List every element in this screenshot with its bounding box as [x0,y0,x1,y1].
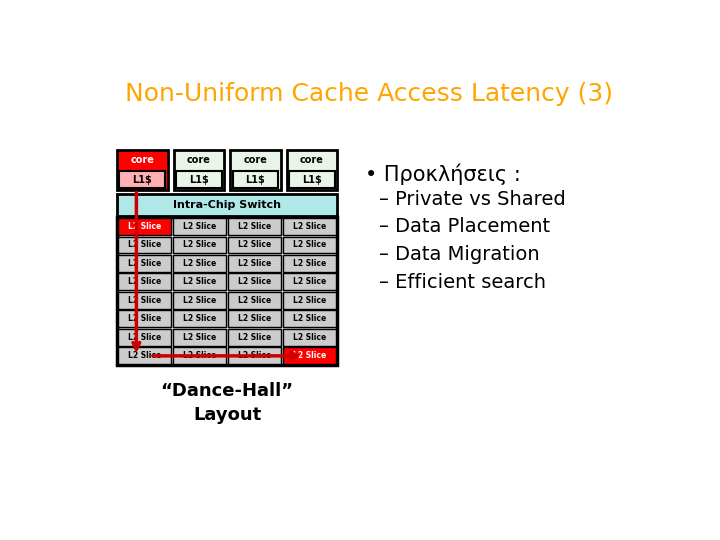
FancyBboxPatch shape [173,218,226,235]
Text: – Data Migration: – Data Migration [379,245,540,264]
FancyBboxPatch shape [283,273,336,291]
Text: L2 Slice: L2 Slice [183,333,216,342]
FancyBboxPatch shape [118,292,171,309]
Text: L2 Slice: L2 Slice [293,296,326,305]
FancyBboxPatch shape [228,255,282,272]
Text: L1$: L1$ [302,174,322,185]
Text: L2 Slice: L2 Slice [238,278,271,286]
FancyBboxPatch shape [283,237,336,253]
Text: L2 Slice: L2 Slice [293,278,326,286]
Text: L2 Slice: L2 Slice [293,240,326,249]
FancyBboxPatch shape [173,255,226,272]
FancyBboxPatch shape [118,273,171,291]
FancyBboxPatch shape [117,150,168,190]
Text: L2 Slice: L2 Slice [238,296,271,305]
FancyBboxPatch shape [228,292,282,309]
Text: L2 Slice: L2 Slice [183,314,216,323]
FancyBboxPatch shape [283,218,336,235]
FancyBboxPatch shape [228,329,282,346]
FancyBboxPatch shape [173,329,226,346]
FancyBboxPatch shape [283,310,336,327]
FancyBboxPatch shape [283,329,336,346]
Text: “Dance-Hall”
Layout: “Dance-Hall” Layout [161,382,294,424]
Text: L2 Slice: L2 Slice [128,259,161,268]
Text: L2 Slice: L2 Slice [238,259,271,268]
Text: core: core [243,154,267,165]
Text: L2 Slice: L2 Slice [128,352,161,360]
Text: L2 Slice: L2 Slice [183,240,216,249]
FancyBboxPatch shape [117,194,337,215]
FancyBboxPatch shape [118,329,171,346]
Text: L2 Slice: L2 Slice [238,333,271,342]
FancyBboxPatch shape [228,347,282,365]
FancyBboxPatch shape [289,171,335,188]
Text: L2 Slice: L2 Slice [183,296,216,305]
Text: L1$: L1$ [189,174,209,185]
Text: Non-Uniform Cache Access Latency (3): Non-Uniform Cache Access Latency (3) [125,82,613,106]
FancyBboxPatch shape [118,218,171,235]
FancyBboxPatch shape [283,292,336,309]
Text: L2 Slice: L2 Slice [128,222,161,231]
FancyBboxPatch shape [283,347,336,365]
FancyBboxPatch shape [173,237,226,253]
Text: – Data Placement: – Data Placement [379,217,550,237]
FancyBboxPatch shape [173,273,226,291]
Text: – Efficient search: – Efficient search [379,273,546,292]
FancyBboxPatch shape [228,218,282,235]
Text: L2 Slice: L2 Slice [238,222,271,231]
FancyBboxPatch shape [176,171,222,188]
FancyBboxPatch shape [173,292,226,309]
FancyBboxPatch shape [174,150,224,190]
Text: L2 Slice: L2 Slice [128,278,161,286]
FancyBboxPatch shape [118,310,171,327]
FancyBboxPatch shape [230,150,281,190]
Text: L2 Slice: L2 Slice [238,314,271,323]
Text: L2 Slice: L2 Slice [128,296,161,305]
FancyBboxPatch shape [233,171,279,188]
Text: L2 Slice: L2 Slice [183,278,216,286]
Text: L2 Slice: L2 Slice [128,314,161,323]
FancyBboxPatch shape [173,347,226,365]
FancyBboxPatch shape [283,255,336,272]
Text: core: core [130,154,154,165]
Text: L2 Slice: L2 Slice [293,222,326,231]
Text: L2 Slice: L2 Slice [238,352,271,360]
Text: L2 Slice: L2 Slice [293,333,326,342]
FancyBboxPatch shape [228,273,282,291]
FancyBboxPatch shape [118,237,171,253]
FancyBboxPatch shape [173,310,226,327]
FancyBboxPatch shape [118,347,171,365]
Text: L1$: L1$ [132,174,152,185]
Text: core: core [300,154,324,165]
Text: L2 Slice: L2 Slice [183,222,216,231]
Text: L2 Slice: L2 Slice [293,314,326,323]
Text: • Προκλήσεις :: • Προκλήσεις : [365,164,521,185]
Text: L2 Slice: L2 Slice [293,259,326,268]
Text: Intra-Chip Switch: Intra-Chip Switch [174,200,282,210]
Text: L2 Slice: L2 Slice [183,259,216,268]
Text: L1$: L1$ [246,174,266,185]
Text: L2 Slice: L2 Slice [293,352,326,360]
Text: L2 Slice: L2 Slice [128,240,161,249]
Text: L2 Slice: L2 Slice [128,333,161,342]
FancyBboxPatch shape [287,150,337,190]
FancyBboxPatch shape [228,237,282,253]
FancyBboxPatch shape [120,171,165,188]
Text: – Private vs Shared: – Private vs Shared [379,190,566,208]
Text: L2 Slice: L2 Slice [238,240,271,249]
FancyBboxPatch shape [228,310,282,327]
Text: L2 Slice: L2 Slice [183,352,216,360]
FancyBboxPatch shape [117,217,337,365]
Text: core: core [187,154,211,165]
FancyBboxPatch shape [118,255,171,272]
